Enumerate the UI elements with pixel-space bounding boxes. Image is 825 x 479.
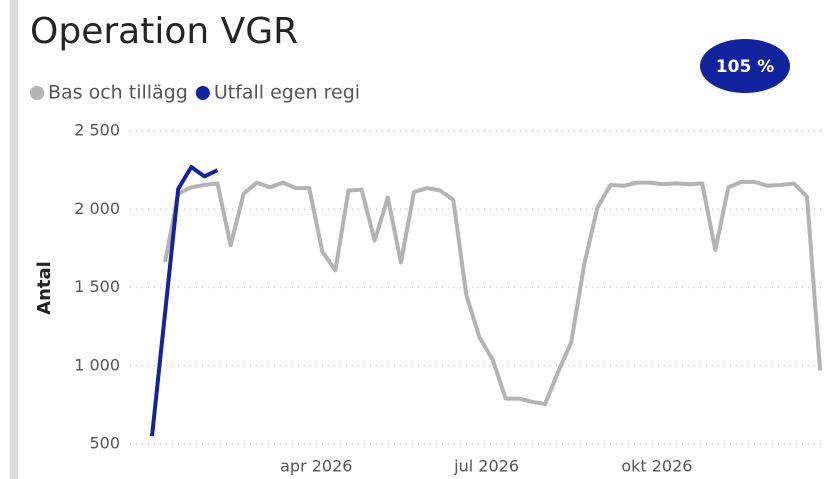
legend-marker bbox=[30, 86, 44, 100]
x-tick-label: okt 2026 bbox=[621, 457, 692, 476]
y-tick-label: 2 500 bbox=[74, 121, 120, 140]
legend-label: Utfall egen regi bbox=[214, 82, 360, 104]
chart-title: Operation VGR bbox=[30, 11, 298, 52]
x-tick-label: apr 2026 bbox=[280, 457, 352, 476]
badge bbox=[700, 39, 790, 93]
y-tick-label: 500 bbox=[89, 434, 120, 453]
side-bar bbox=[10, 0, 18, 479]
y-axis-label: Antal bbox=[34, 261, 55, 315]
legend-marker bbox=[195, 86, 210, 100]
y-tick-label: 1 500 bbox=[74, 277, 120, 296]
badge-text: 105 % bbox=[716, 57, 774, 77]
y-tick-label: 1 000 bbox=[74, 355, 120, 374]
series-line bbox=[163, 179, 823, 407]
x-tick-label: jul 2026 bbox=[453, 457, 519, 476]
legend-label: Bas och tillägg bbox=[48, 82, 188, 104]
y-tick-label: 2 000 bbox=[74, 199, 120, 218]
series-line bbox=[150, 164, 219, 437]
